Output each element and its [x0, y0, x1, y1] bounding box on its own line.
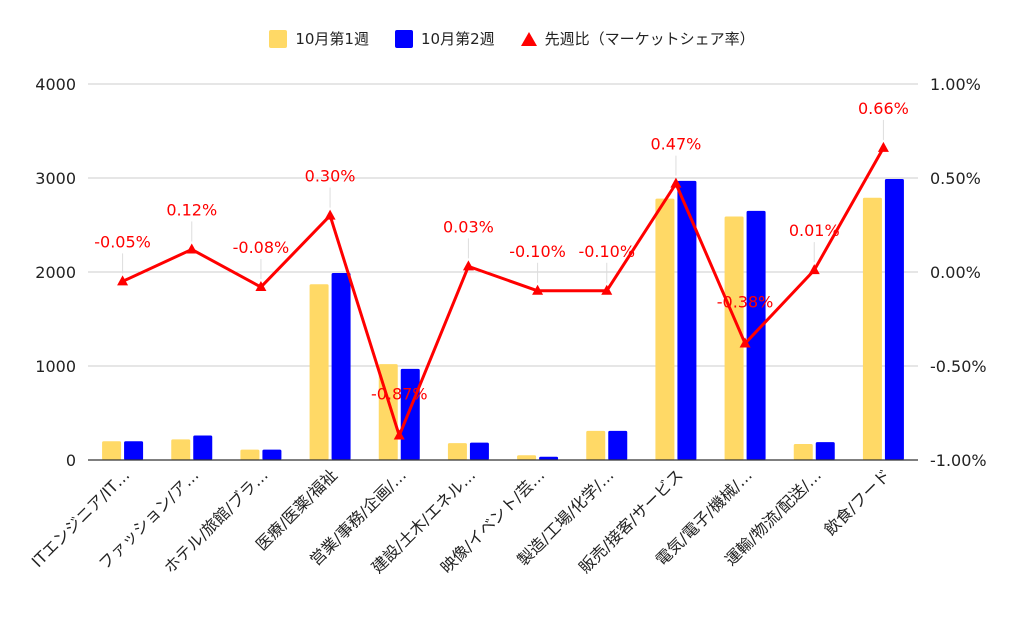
legend: 10月第1週 10月第2週 先週比（マーケットシェア率） [0, 28, 1024, 49]
legend-item-week1: 10月第1週 [269, 28, 369, 49]
share-ratio-point [117, 275, 129, 286]
share-ratio-label: -0.38% [717, 292, 774, 311]
left-tick-label: 2000 [35, 263, 76, 282]
bar-week1 [862, 197, 882, 461]
bar-week1 [586, 430, 606, 460]
share-ratio-label: 0.30% [305, 167, 356, 186]
share-ratio-point [255, 281, 267, 292]
bar-week2 [746, 210, 766, 460]
legend-label-share-ratio: 先週比（マーケットシェア率） [544, 30, 755, 48]
share-ratio-point [393, 429, 405, 440]
share-ratio-label: 0.12% [166, 200, 217, 219]
bar-week2 [884, 178, 904, 460]
share-ratio-label: 0.01% [789, 221, 840, 240]
bar-week1 [724, 216, 744, 460]
bar-week1 [102, 441, 122, 460]
share-ratio-label: -0.10% [509, 242, 566, 261]
share-ratio-point [601, 284, 613, 295]
bar-week2 [815, 442, 835, 460]
bar-week2 [469, 442, 489, 460]
bar-week1 [171, 439, 191, 460]
left-tick-label: 1000 [35, 357, 76, 376]
left-tick-label: 4000 [35, 75, 76, 94]
grid-lines [88, 83, 918, 367]
bar-week2 [608, 430, 628, 460]
share-ratio-point [739, 337, 751, 348]
share-ratio-point [186, 243, 198, 254]
category-label: 飲食/フード [820, 465, 894, 539]
bar-week2 [124, 441, 144, 460]
bar-week2 [193, 435, 213, 460]
bar-week1 [655, 198, 675, 460]
bar-week2 [539, 456, 559, 460]
bar-week2 [331, 272, 351, 460]
bars [102, 178, 904, 461]
bar-week1 [517, 455, 537, 460]
share-ratio-label: 0.47% [651, 135, 702, 154]
share-ratio-point [877, 141, 889, 152]
share-ratio-label: -0.87% [371, 385, 428, 404]
share-ratio-point [462, 260, 474, 271]
bar-week1 [793, 444, 813, 460]
bar-week1 [240, 449, 260, 460]
right-tick-label: -0.50% [930, 357, 987, 376]
bar-week1 [309, 284, 329, 460]
share-ratio-line [121, 147, 885, 438]
bar-week2 [262, 449, 282, 460]
data-labels: -0.05%0.12%-0.08%0.30%-0.87%0.03%-0.10% -… [94, 99, 909, 404]
right-tick-label: 0.50% [930, 169, 981, 188]
legend-triangle-icon [520, 31, 537, 46]
share-ratio-label: -0.05% [94, 232, 151, 251]
share-ratio-point [808, 264, 820, 275]
legend-label-week2: 10月第2週 [420, 30, 495, 48]
share-line [117, 141, 889, 440]
share-ratio-point [532, 284, 544, 295]
legend-item-week2: 10月第2週 [394, 28, 495, 49]
right-tick-label: 0.00% [930, 263, 981, 282]
share-ratio-label: -0.10% [578, 242, 635, 261]
bar-week2 [400, 368, 420, 460]
share-ratio-point [670, 177, 682, 188]
right-tick-label: 1.00% [930, 75, 981, 94]
legend-swatch-week2 [394, 29, 413, 48]
left-tick-label: 3000 [35, 169, 76, 188]
legend-label-week1: 10月第1週 [295, 30, 369, 48]
right-tick-label: -1.00% [930, 451, 987, 470]
bar-week1 [447, 443, 467, 460]
legend-swatch-week1 [269, 29, 288, 48]
left-tick-label: 0 [66, 451, 76, 470]
legend-item-share-ratio: 先週比（マーケットシェア率） [520, 28, 755, 49]
bar-week2 [677, 180, 697, 460]
share-ratio-label: 0.03% [443, 217, 494, 236]
share-ratio-point [324, 209, 336, 220]
share-ratio-label: -0.08% [233, 238, 290, 257]
share-ratio-label: 0.66% [858, 99, 909, 118]
axes: 0 1000 2000 3000 4000 -1.00% -0.50% 0.00% 0.50% 1… [28, 75, 987, 577]
